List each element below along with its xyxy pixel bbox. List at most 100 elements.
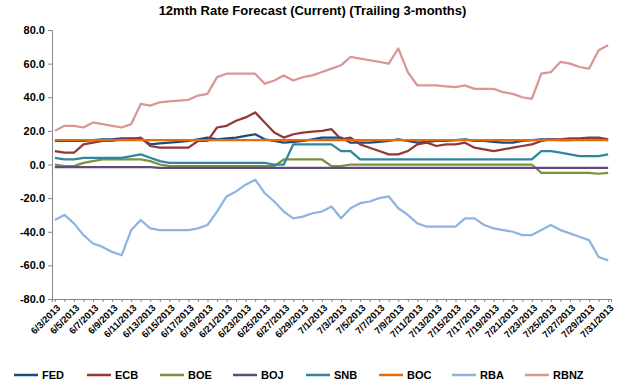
x-tick-mark	[55, 299, 56, 302]
x-tick-mark	[312, 299, 313, 302]
y-tick-mark	[48, 299, 52, 300]
x-tick	[389, 299, 390, 302]
x-tick	[255, 299, 256, 302]
legend-swatch	[306, 374, 330, 377]
x-tick-mark	[332, 299, 333, 302]
x-tick	[141, 299, 142, 302]
x-tick-mark	[122, 299, 123, 302]
x-tick-mark	[370, 299, 371, 302]
y-tick-mark	[48, 165, 52, 166]
legend-item: BOE	[160, 369, 212, 381]
x-tick-mark	[446, 299, 447, 302]
legend-swatch	[14, 374, 38, 377]
x-tick	[427, 299, 428, 302]
x-tick-mark	[379, 299, 380, 302]
x-tick-mark	[608, 299, 609, 302]
x-tick-mark	[417, 299, 418, 302]
title: 12mth Rate Forecast (Current) (Trailing …	[159, 3, 467, 18]
x-tick	[236, 299, 237, 302]
y-tick-mark	[48, 97, 52, 98]
x-tick: 7/31/2013	[578, 299, 616, 340]
chart: 12mth Rate Forecast (Current) (Trailing …	[0, 0, 625, 391]
series-line	[55, 112, 608, 154]
x-tick	[465, 299, 466, 302]
y-tick-mark	[48, 30, 52, 31]
x-tick	[446, 299, 447, 302]
y-tick-label: -60.0	[20, 259, 45, 271]
series-line	[55, 159, 608, 173]
x-tick-mark	[284, 299, 285, 302]
x-tick-mark	[532, 299, 533, 302]
x-tick-mark	[436, 299, 437, 302]
x-tick-mark	[83, 299, 84, 302]
y-tick: -40.0	[20, 226, 52, 238]
x-tick-mark	[255, 299, 256, 302]
y-tick-label: -40.0	[20, 226, 45, 238]
x-tick-mark	[522, 299, 523, 302]
x-tick	[541, 299, 542, 302]
x-tick	[560, 299, 561, 302]
y-tick-label: 0.0	[30, 159, 45, 171]
x-tick-mark	[408, 299, 409, 302]
x-tick-mark	[351, 299, 352, 302]
x-tick-mark	[246, 299, 247, 302]
x-tick	[408, 299, 409, 302]
y-tick-label: 80.0	[24, 24, 45, 36]
legend-swatch	[87, 374, 111, 377]
y-tick-mark	[48, 265, 52, 266]
legend-swatch	[233, 374, 257, 377]
y-tick: 40.0	[24, 91, 52, 103]
y-tick-label: -80.0	[20, 293, 45, 305]
x-tick-mark	[207, 299, 208, 302]
legend-item: BOC	[379, 369, 432, 381]
x-tick-mark	[131, 299, 132, 302]
legend-item: BOJ	[233, 369, 284, 381]
x-tick-mark	[484, 299, 485, 302]
x-tick-mark	[475, 299, 476, 302]
x-tick-mark	[236, 299, 237, 302]
x-tick-mark	[427, 299, 428, 302]
y-tick: 80.0	[24, 24, 52, 36]
x-tick-mark	[541, 299, 542, 302]
x-tick-mark	[389, 299, 390, 302]
y-tick: -20.0	[20, 192, 52, 204]
legend-label: BOE	[188, 369, 212, 381]
legend-item: RBA	[452, 369, 504, 381]
x-axis-line	[53, 300, 612, 303]
y-tick-mark	[48, 232, 52, 233]
x-tick-mark	[160, 299, 161, 302]
legend-swatch	[452, 374, 476, 377]
x-tick-mark	[179, 299, 180, 302]
plot: -80.0-60.0-40.0-20.00.020.040.060.080.06…	[20, 24, 616, 340]
y-tick: -80.0	[20, 293, 52, 305]
x-tick-mark	[322, 299, 323, 302]
y-tick: 20.0	[24, 125, 52, 137]
legend-swatch	[160, 374, 184, 377]
x-tick-mark	[341, 299, 342, 302]
x-tick-mark	[141, 299, 142, 302]
x-tick	[198, 299, 199, 302]
x-tick	[312, 299, 313, 302]
x-tick	[351, 299, 352, 302]
series-line	[55, 45, 608, 131]
x-tick-mark	[198, 299, 199, 302]
x-tick-mark	[589, 299, 590, 302]
y-axis-line	[48, 31, 53, 300]
y-tick-mark	[48, 131, 52, 132]
x-tick-label: 7/31/2013	[578, 302, 616, 340]
x-tick	[160, 299, 161, 302]
legend-swatch	[525, 374, 549, 377]
y-tick: 0.0	[30, 159, 52, 171]
x-tick-mark	[274, 299, 275, 302]
x-tick	[217, 299, 218, 302]
x-tick-mark	[513, 299, 514, 302]
y-tick: 60.0	[24, 58, 52, 70]
x-tick-mark	[560, 299, 561, 302]
legend-item: SNB	[306, 369, 357, 381]
legend-label: SNB	[334, 369, 357, 381]
x-tick-mark	[494, 299, 495, 302]
legend-item: FED	[14, 369, 64, 381]
x-tick	[83, 299, 84, 302]
x-tick-mark	[599, 299, 600, 302]
x-tick-mark	[93, 299, 94, 302]
